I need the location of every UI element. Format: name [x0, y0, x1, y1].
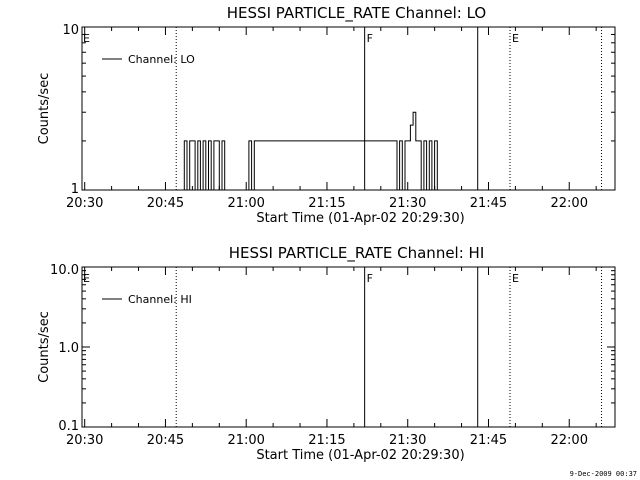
chart-panel-hi: HESSI PARTICLE_RATE Channel: HI 0.1 1.0 10.…	[37, 244, 616, 463]
x-tick-label: 21:00	[227, 196, 264, 211]
event-marker-label: E	[512, 32, 519, 45]
edge-flag-label: E	[83, 272, 90, 285]
legend-label: Channel: HI	[128, 293, 192, 306]
x-tick-label: 21:30	[389, 196, 426, 211]
event-marker-label: E	[512, 272, 519, 285]
plot-frame	[81, 266, 616, 428]
timestamp-label: 9-Dec-2009 00:37	[570, 470, 637, 478]
x-tick-label: 20:45	[147, 433, 184, 448]
x-tick-label: 20:30	[66, 196, 103, 211]
y-tick-label: 1.0	[58, 341, 79, 356]
y-axis-label: Counts/sec	[37, 73, 52, 145]
x-tick-label: 21:45	[470, 433, 507, 448]
x-tick-label: 21:15	[308, 433, 345, 448]
chart-panel-lo: HESSI PARTICLE_RATE Channel: LO 1 10 20:30 2…	[37, 4, 616, 226]
x-tick-label: 21:00	[227, 433, 264, 448]
series-line	[82, 111, 473, 191]
y-tick-label: 10.0	[50, 263, 79, 278]
y-tick-label: 0.1	[58, 419, 79, 434]
x-tick-label: 21:30	[389, 433, 426, 448]
x-tick-label: 20:45	[147, 196, 184, 211]
legend-label: Channel: LO	[128, 53, 195, 66]
x-tick-label: 22:00	[551, 196, 588, 211]
x-axis-label: Start Time (01-Apr-02 20:29:30)	[256, 211, 464, 226]
edge-flag-label: E	[83, 32, 90, 45]
y-axis-label: Counts/sec	[37, 311, 52, 383]
x-tick-label: 21:15	[308, 196, 345, 211]
x-axis-label: Start Time (01-Apr-02 20:29:30)	[256, 448, 464, 463]
chart-title: HESSI PARTICLE_RATE Channel: HI	[229, 244, 485, 263]
x-tick-label: 21:45	[470, 196, 507, 211]
chart-title: HESSI PARTICLE_RATE Channel: LO	[227, 4, 486, 23]
y-tick-label: 10	[62, 23, 79, 38]
y-tick-label: 1	[71, 182, 79, 197]
x-tick-label: 22:00	[551, 433, 588, 448]
plot-frame	[81, 26, 616, 191]
x-tick-label: 20:30	[66, 433, 103, 448]
event-marker-label: F	[367, 32, 373, 45]
event-marker-label: F	[367, 272, 373, 285]
